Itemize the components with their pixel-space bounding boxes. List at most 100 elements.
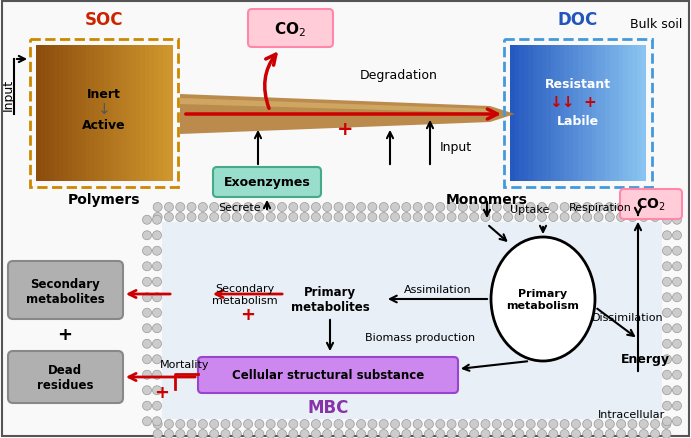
Bar (510, 46, 515, 182)
Bar (628, 46, 633, 182)
Circle shape (153, 203, 162, 212)
Circle shape (571, 430, 580, 438)
Circle shape (492, 420, 501, 428)
Circle shape (379, 420, 388, 428)
Bar (149, 46, 154, 182)
Circle shape (368, 420, 377, 428)
Circle shape (142, 293, 151, 302)
Circle shape (153, 278, 162, 286)
Circle shape (628, 420, 637, 428)
Circle shape (221, 430, 230, 438)
Circle shape (639, 420, 648, 428)
Circle shape (334, 420, 343, 428)
Circle shape (153, 216, 162, 225)
Circle shape (413, 203, 422, 212)
Circle shape (142, 324, 151, 333)
Circle shape (221, 213, 230, 222)
Circle shape (594, 420, 603, 428)
Circle shape (424, 430, 433, 438)
Circle shape (672, 293, 681, 302)
Ellipse shape (491, 237, 595, 361)
Bar (100, 46, 104, 182)
Text: Inert: Inert (87, 88, 121, 101)
Circle shape (323, 203, 332, 212)
Circle shape (526, 203, 536, 212)
Circle shape (142, 355, 151, 364)
Circle shape (424, 420, 433, 428)
Circle shape (672, 324, 681, 333)
Circle shape (526, 213, 536, 222)
Circle shape (153, 247, 162, 256)
Circle shape (504, 213, 513, 222)
Circle shape (153, 355, 162, 364)
Bar (117, 46, 122, 182)
Circle shape (549, 213, 558, 222)
Circle shape (571, 420, 580, 428)
Polygon shape (180, 95, 515, 135)
Circle shape (663, 216, 672, 225)
Circle shape (605, 203, 614, 212)
Circle shape (142, 231, 151, 240)
Circle shape (368, 430, 377, 438)
Circle shape (605, 213, 614, 222)
Circle shape (616, 420, 625, 428)
Circle shape (176, 420, 184, 428)
Circle shape (436, 420, 445, 428)
Circle shape (571, 203, 580, 212)
Circle shape (515, 430, 524, 438)
Bar (167, 46, 173, 182)
Bar (614, 46, 619, 182)
Circle shape (187, 430, 196, 438)
Text: Uptake: Uptake (510, 205, 549, 215)
Circle shape (221, 420, 230, 428)
Text: ↓: ↓ (97, 102, 111, 117)
Circle shape (594, 213, 603, 222)
Circle shape (402, 420, 411, 428)
Circle shape (142, 216, 151, 225)
Text: DOC: DOC (558, 11, 598, 29)
Circle shape (662, 430, 671, 438)
Circle shape (153, 262, 162, 271)
FancyBboxPatch shape (213, 168, 321, 198)
Circle shape (142, 247, 151, 256)
Bar (154, 46, 159, 182)
Circle shape (639, 430, 648, 438)
Circle shape (379, 203, 388, 212)
Bar (591, 46, 596, 182)
Bar (565, 46, 569, 182)
Circle shape (594, 203, 603, 212)
Bar (68, 46, 73, 182)
Circle shape (616, 213, 625, 222)
Text: Secondary
metabolites: Secondary metabolites (26, 277, 104, 305)
Circle shape (153, 371, 162, 379)
Circle shape (153, 293, 162, 302)
Circle shape (605, 420, 614, 428)
Circle shape (187, 203, 196, 212)
Circle shape (672, 355, 681, 364)
Circle shape (198, 203, 207, 212)
Bar (619, 46, 624, 182)
Circle shape (368, 203, 377, 212)
Bar (504, 40, 652, 187)
Circle shape (447, 420, 456, 428)
Bar (542, 46, 547, 182)
Circle shape (209, 420, 218, 428)
Circle shape (402, 430, 411, 438)
Circle shape (526, 430, 536, 438)
Circle shape (663, 293, 672, 302)
Circle shape (672, 216, 681, 225)
Circle shape (492, 203, 501, 212)
Circle shape (672, 386, 681, 395)
Circle shape (672, 278, 681, 286)
Circle shape (436, 430, 445, 438)
Circle shape (334, 430, 343, 438)
Bar (77, 46, 82, 182)
Text: Biomass production: Biomass production (365, 332, 475, 342)
Circle shape (379, 430, 388, 438)
Circle shape (255, 420, 264, 428)
Text: ↓↓: ↓↓ (549, 95, 575, 110)
Circle shape (504, 430, 513, 438)
Bar (113, 46, 118, 182)
Circle shape (278, 213, 287, 222)
Circle shape (436, 203, 445, 212)
